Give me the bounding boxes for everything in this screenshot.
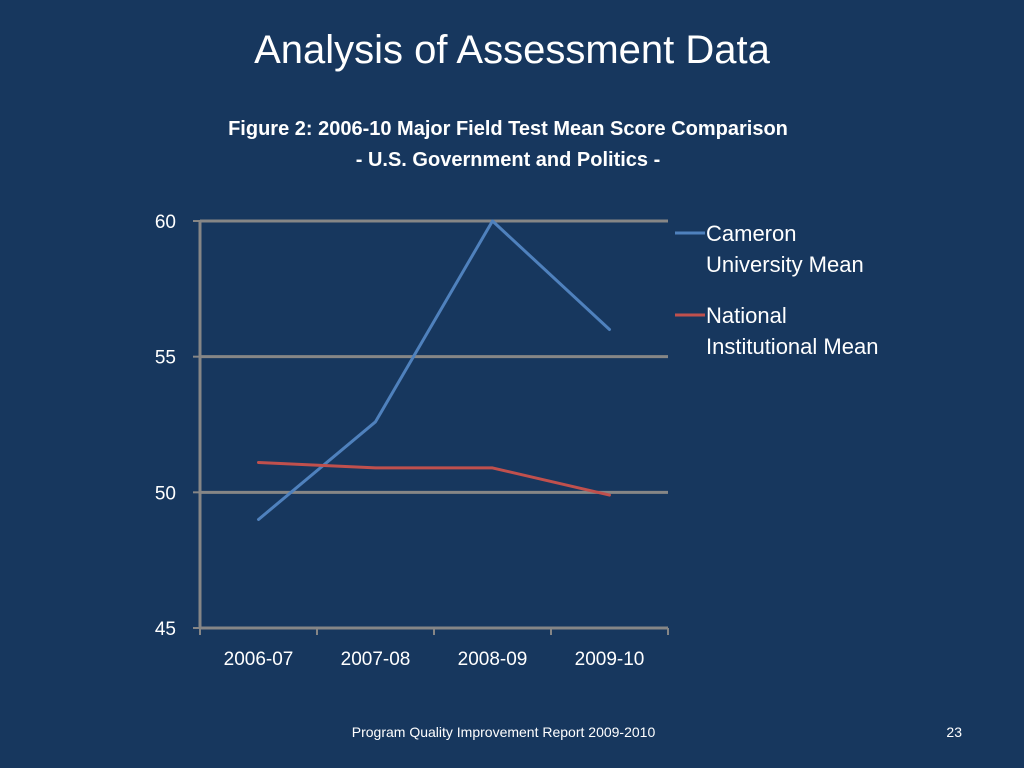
slide-title: Analysis of Assessment Data [254,28,770,72]
footer-text: Program Quality Improvement Report 2009-… [351,724,656,740]
x-tick-labels: 2006-07 2007-08 2008-09 2009-10 [224,649,645,670]
y-tick-label: 55 [155,348,176,369]
x-tick-label: 2007-08 [341,649,411,670]
figure-title-line1: Figure 2: 2006-10 Major Field Test Mean … [228,118,788,140]
series-line-0 [257,219,611,521]
line-chart: 45 50 55 60 2006-07 2007-08 2008-09 2009-10 Ca… [155,212,879,670]
y-tick-label: 45 [155,619,176,640]
gridlines [200,219,668,494]
page-number: 23 [946,724,962,740]
series-line-1 [257,460,611,497]
legend-label: National [706,303,787,328]
figure-subtitle: - U.S. Government and Politics - [355,149,661,171]
series-lines [257,219,611,521]
y-tick-labels: 45 50 55 60 [155,212,176,640]
legend-label: Cameron [706,221,796,246]
x-tick-label: 2009-10 [575,649,645,670]
figure-title: Figure 2: 2006-10 Major Field Test Mean … [100,114,916,176]
axes [193,220,669,635]
legend-label: Institutional Mean [706,334,878,359]
y-tick-label: 50 [155,483,176,504]
x-tick-label: 2006-07 [224,649,294,670]
legend: Cameron University Mean National Institutio… [675,221,878,359]
legend-label: University Mean [706,252,864,277]
y-tick-label: 60 [155,212,176,233]
x-tick-label: 2008-09 [458,649,528,670]
